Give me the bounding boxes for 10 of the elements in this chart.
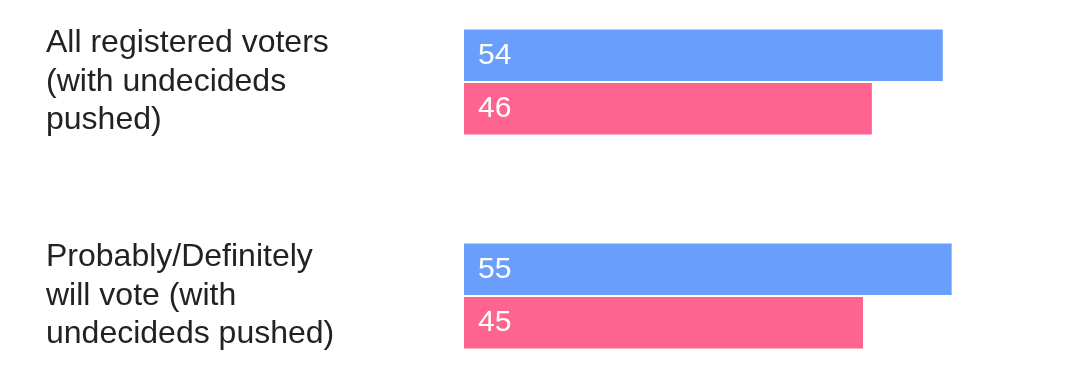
bar	[464, 243, 952, 295]
bar	[464, 297, 863, 349]
y-tick-label: All registered voters (with undecideds pushed)	[46, 23, 329, 137]
y-tick-label: Probably/Definitely will vote (with undecideds pushed)	[45, 237, 335, 351]
data-label: 55	[478, 250, 512, 284]
data-label: 54	[478, 36, 512, 70]
data-label: 45	[478, 304, 512, 338]
data-label: 46	[478, 90, 512, 124]
bar	[464, 83, 872, 135]
bar	[464, 29, 943, 81]
